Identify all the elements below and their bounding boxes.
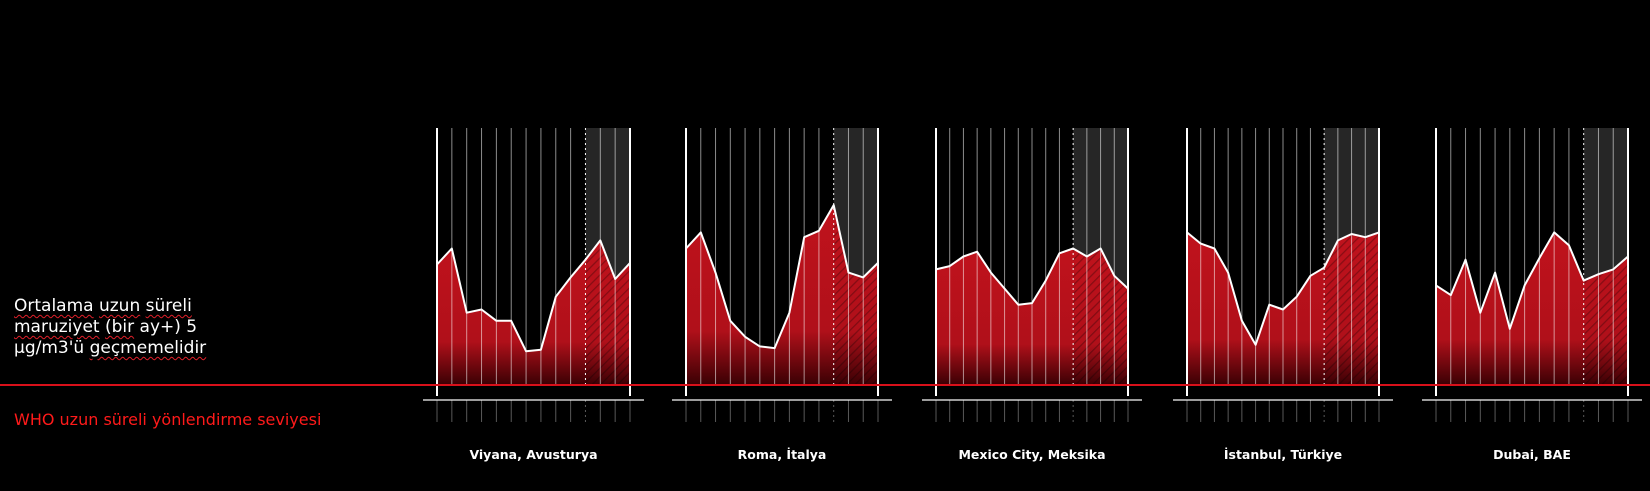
annotation-line-2: maruziyet (bir ay+) 5 [14, 317, 214, 338]
who-guideline-label: WHO uzun süreli yönlendirme seviyesi [14, 410, 322, 429]
annotation-line-1: Ortalama uzun süreli [14, 296, 214, 317]
annotation-word: (bir [104, 317, 135, 337]
annotation-word: uzun [98, 296, 141, 316]
chart-panel: Roma, İtalya [672, 128, 892, 462]
city-label: Viyana, Avusturya [469, 447, 597, 462]
annotation-word: geçmemelidir [89, 338, 207, 358]
chart-panel: Mexico City, Meksika [922, 128, 1142, 462]
city-label: Dubai, BAE [1493, 447, 1571, 462]
annotation-word: 5 [186, 317, 198, 337]
city-label: Mexico City, Meksika [958, 447, 1105, 462]
annotation-line-3: µg/m3'ü geçmemelidir [14, 338, 214, 359]
chart-panel: Dubai, BAE [1422, 128, 1642, 462]
series-line [1186, 231, 1380, 346]
series-line [685, 204, 879, 350]
city-label: İstanbul, Türkiye [1224, 447, 1342, 462]
series-line [1435, 231, 1629, 330]
annotation-word: Ortalama [14, 296, 94, 316]
series-line [436, 239, 631, 353]
area-fill [1436, 232, 1628, 385]
annotation-word: µg/m3'ü [14, 338, 85, 358]
annotation-word: süreli [145, 296, 192, 316]
annotation-word: ay+) [139, 317, 181, 337]
city-label: Roma, İtalya [738, 447, 827, 462]
chart-panel: İstanbul, Türkiye [1173, 128, 1393, 462]
area-fill [437, 240, 630, 385]
area-fill [686, 205, 878, 385]
small-multiples: Viyana, Avusturya Roma, İtalya Mexico City… [423, 128, 1642, 462]
series-line [935, 247, 1129, 306]
left-annotation: Ortalama uzun süreli maruziyet (bir ay+)… [14, 296, 214, 359]
annotation-word: maruziyet [14, 317, 100, 337]
chart-panel: Viyana, Avusturya [423, 128, 644, 462]
